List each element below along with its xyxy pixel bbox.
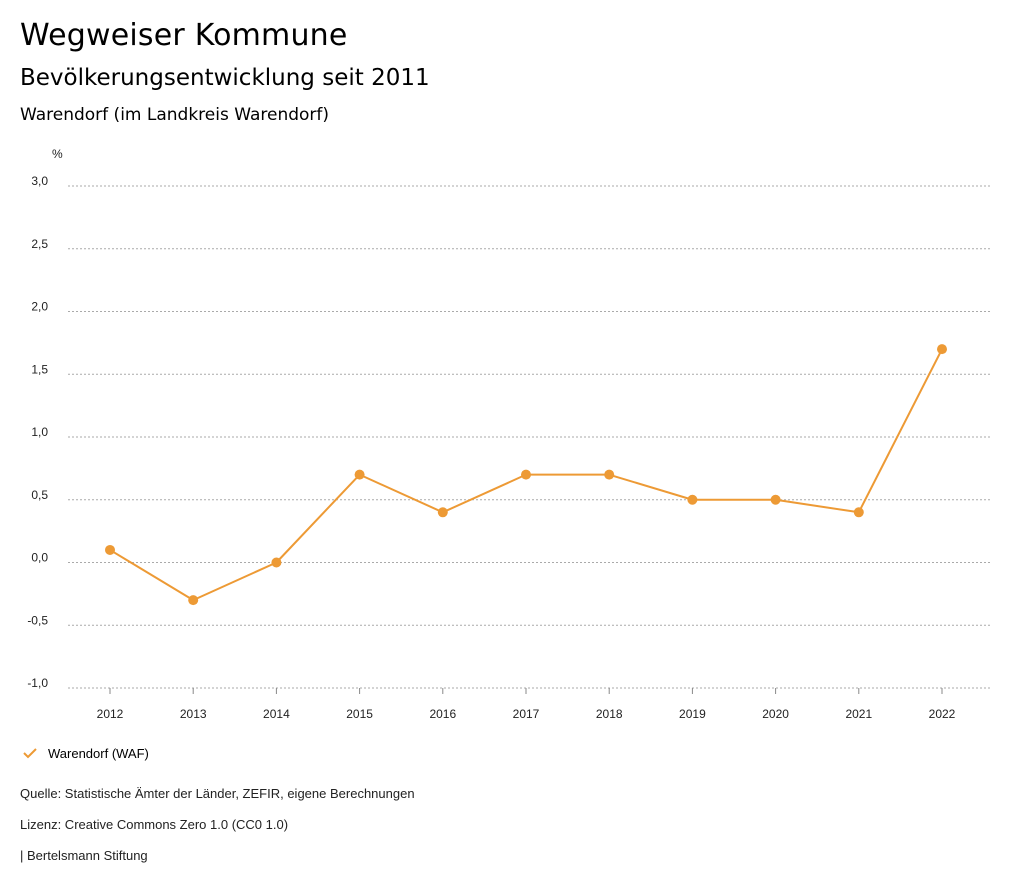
y-tick-label: 1,0	[31, 425, 48, 439]
publisher-note: | Bertelsmann Stiftung	[20, 848, 148, 863]
data-point[interactable]	[521, 469, 531, 480]
legend-item[interactable]: Warendorf (WAF)	[22, 745, 149, 761]
data-point[interactable]	[853, 507, 864, 518]
y-tick-label: 2,0	[31, 300, 48, 314]
x-axis-ticks: 2012 2013 2014 2015 2016 2017 2018 2019 2020 2021…	[97, 688, 956, 721]
y-tick-label: 0,5	[31, 488, 48, 502]
series-layer	[105, 344, 947, 606]
x-tick-label: 2021	[845, 707, 872, 721]
y-tick-label: 2,5	[31, 237, 48, 251]
data-point[interactable]	[604, 469, 615, 480]
chart-subtitle: Bevölkerungsentwicklung seit 2011	[20, 65, 430, 91]
x-tick-label: 2013	[180, 707, 207, 721]
data-point[interactable]	[188, 595, 199, 606]
license-note: Lizenz: Creative Commons Zero 1.0 (CC0 1…	[20, 817, 289, 832]
x-tick-label: 2018	[596, 707, 623, 721]
x-tick-label: 2015	[346, 707, 373, 721]
x-tick-label: 2012	[97, 707, 124, 721]
y-tick-label: -0,5	[27, 613, 48, 627]
check-icon	[23, 748, 37, 759]
data-point[interactable]	[937, 344, 947, 355]
legend-label: Warendorf (WAF)	[48, 745, 149, 761]
x-tick-label: 2016	[429, 707, 456, 721]
y-tick-label: 1,5	[31, 362, 48, 376]
x-tick-label: 2017	[513, 707, 540, 721]
page-title: Wegweiser Kommune	[20, 18, 348, 53]
y-tick-label: 3,0	[31, 174, 48, 188]
data-point[interactable]	[437, 507, 448, 518]
grid-layer	[68, 185, 990, 689]
data-point[interactable]	[354, 469, 365, 480]
source-note: Quelle: Statistische Ämter der Länder, Z…	[20, 786, 415, 801]
x-tick-label: 2020	[762, 707, 789, 721]
data-point[interactable]	[770, 494, 781, 505]
y-tick-label: -1,0	[27, 676, 48, 690]
data-point[interactable]	[687, 494, 698, 505]
data-point[interactable]	[271, 557, 282, 568]
x-tick-label: 2019	[679, 707, 706, 721]
y-axis-unit: %	[52, 147, 63, 161]
region-label: Warendorf (im Landkreis Warendorf)	[20, 105, 330, 125]
y-axis-ticks: -1,0 -0,5 0,0 0,5 1,0 1,5 2,0 2,5 3,0	[27, 174, 48, 690]
data-point[interactable]	[105, 544, 115, 555]
x-tick-label: 2022	[929, 707, 956, 721]
x-tick-label: 2014	[263, 707, 290, 721]
y-tick-label: 0,0	[31, 551, 48, 565]
line-chart: -1,0-0,50,00,51,01,52,02,53,0 2012 2013 20…	[27, 147, 990, 721]
